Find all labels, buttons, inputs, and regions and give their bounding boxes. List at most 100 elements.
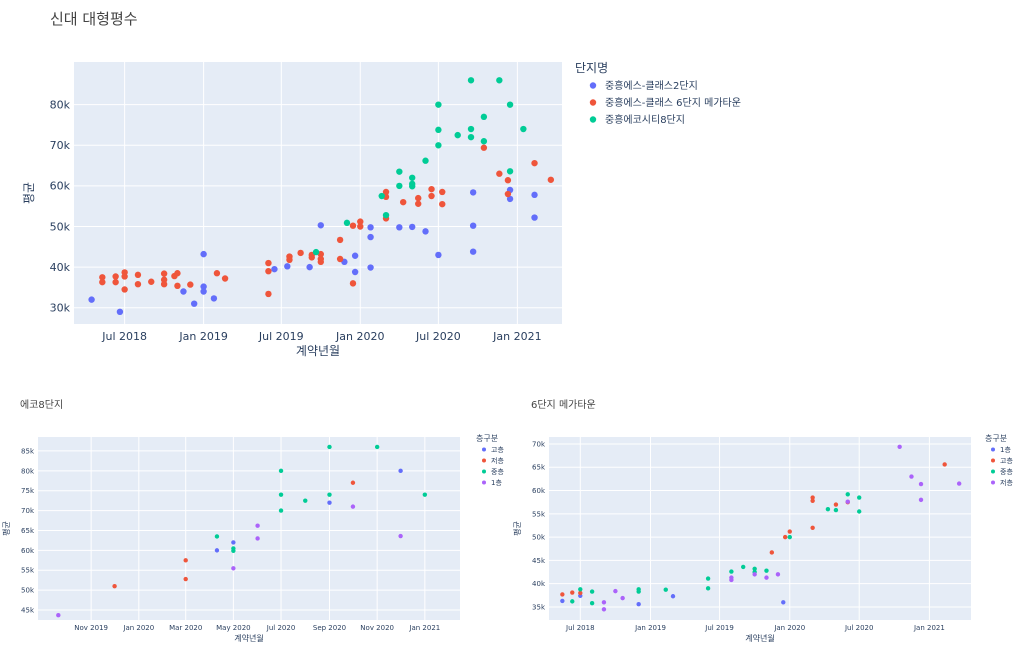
main-point[interactable] <box>520 125 527 133</box>
main-point[interactable] <box>506 195 514 203</box>
main-point[interactable] <box>409 174 416 181</box>
eco8-legend-item[interactable]: 중층 <box>491 467 504 476</box>
main-point[interactable] <box>496 170 503 177</box>
mega6-point[interactable] <box>752 572 757 577</box>
mega6-point[interactable] <box>620 595 625 601</box>
mega6-point[interactable] <box>810 498 815 503</box>
main-point[interactable] <box>121 286 128 293</box>
main-point[interactable] <box>435 142 442 149</box>
main-point[interactable] <box>547 176 555 183</box>
main-point[interactable] <box>454 131 461 139</box>
main-point[interactable] <box>351 252 359 259</box>
main-point[interactable] <box>336 236 344 244</box>
mega6-point[interactable] <box>833 507 839 513</box>
main-point[interactable] <box>357 218 364 225</box>
main-point[interactable] <box>265 290 272 298</box>
main-point[interactable] <box>506 101 514 108</box>
main-point[interactable] <box>480 144 488 151</box>
eco8-legend-marker[interactable] <box>482 469 486 474</box>
main-point[interactable] <box>435 101 442 108</box>
eco8-point[interactable] <box>327 492 332 497</box>
mega6-point[interactable] <box>560 598 565 604</box>
main-point[interactable] <box>265 267 272 275</box>
main-point[interactable] <box>496 77 503 84</box>
eco8-point[interactable] <box>183 576 188 582</box>
mega6-point[interactable] <box>845 492 850 497</box>
main-point[interactable] <box>306 263 313 271</box>
eco8-point[interactable] <box>255 523 260 528</box>
mega6-legend-item[interactable]: 1층 <box>1000 445 1011 454</box>
mega6-point[interactable] <box>589 601 595 606</box>
main-point[interactable] <box>160 270 168 277</box>
main-point[interactable] <box>367 264 374 271</box>
mega6-point[interactable] <box>942 462 947 467</box>
eco8-point[interactable] <box>214 548 220 553</box>
mega6-point[interactable] <box>613 588 618 594</box>
main-point[interactable] <box>415 200 422 207</box>
main-point[interactable] <box>506 168 514 175</box>
eco8-point[interactable] <box>183 558 188 563</box>
main-point[interactable] <box>213 270 221 277</box>
eco8-legend-marker[interactable] <box>482 447 486 452</box>
main-point[interactable] <box>409 223 416 231</box>
main-point[interactable] <box>469 222 477 229</box>
mega6-legend-item[interactable]: 저층 <box>1000 478 1013 487</box>
main-point[interactable] <box>378 192 385 200</box>
main-point[interactable] <box>99 274 106 281</box>
main-point[interactable] <box>409 183 416 190</box>
main-point[interactable] <box>469 248 477 255</box>
mega6-legend-marker[interactable] <box>991 480 995 485</box>
mega6-point[interactable] <box>764 568 769 573</box>
main-point[interactable] <box>480 138 488 145</box>
mega6-legend-marker[interactable] <box>991 447 995 452</box>
main-point[interactable] <box>190 300 198 307</box>
mega6-point[interactable] <box>636 601 641 607</box>
main-point[interactable] <box>343 219 351 227</box>
mega6-point[interactable] <box>782 534 788 540</box>
mega6-point[interactable] <box>670 594 676 599</box>
main-point[interactable] <box>121 273 128 280</box>
main-point[interactable] <box>284 263 291 270</box>
eco8-point[interactable] <box>398 468 403 474</box>
main-point[interactable] <box>349 222 357 229</box>
mega6-legend-marker[interactable] <box>991 469 995 474</box>
eco8-point[interactable] <box>350 504 356 509</box>
main-point[interactable] <box>134 280 142 288</box>
eco8-point[interactable] <box>112 583 117 589</box>
mega6-point[interactable] <box>775 572 781 577</box>
eco8-legend-marker[interactable] <box>482 458 486 463</box>
main-point[interactable] <box>351 268 359 276</box>
main-legend-item[interactable]: 중흥에코시티8단지 <box>605 113 685 126</box>
main-point[interactable] <box>88 296 95 303</box>
main-point[interactable] <box>317 222 324 229</box>
main-point[interactable] <box>531 191 538 199</box>
main-point[interactable] <box>200 250 207 258</box>
main-point[interactable] <box>180 288 187 295</box>
main-point[interactable] <box>504 177 512 184</box>
main-point[interactable] <box>467 77 475 84</box>
main-point[interactable] <box>174 282 181 290</box>
mega6-point[interactable] <box>810 495 815 500</box>
mega6-point[interactable] <box>741 564 746 570</box>
main-point[interactable] <box>349 280 357 287</box>
main-point[interactable] <box>422 228 429 235</box>
eco8-point[interactable] <box>303 498 308 503</box>
eco8-point[interactable] <box>278 468 284 474</box>
eco8-point[interactable] <box>327 500 332 505</box>
eco8-point[interactable] <box>278 508 284 513</box>
main-point[interactable] <box>312 248 320 256</box>
mega6-point[interactable] <box>705 586 711 591</box>
main-point[interactable] <box>160 276 168 283</box>
mega6-point[interactable] <box>601 607 607 612</box>
eco8-legend-item[interactable]: 1층 <box>491 478 502 487</box>
main-legend-marker[interactable] <box>589 116 597 123</box>
eco8-point[interactable] <box>255 536 260 541</box>
mega6-point[interactable] <box>897 444 902 449</box>
mega6-point[interactable] <box>857 495 862 500</box>
eco8-legend-marker[interactable] <box>482 480 486 485</box>
eco8-legend-item[interactable]: 저층 <box>491 456 504 465</box>
main-point[interactable] <box>467 133 475 141</box>
eco8-point[interactable] <box>398 533 403 539</box>
eco8-point[interactable] <box>422 492 428 497</box>
eco8-point[interactable] <box>327 444 332 450</box>
